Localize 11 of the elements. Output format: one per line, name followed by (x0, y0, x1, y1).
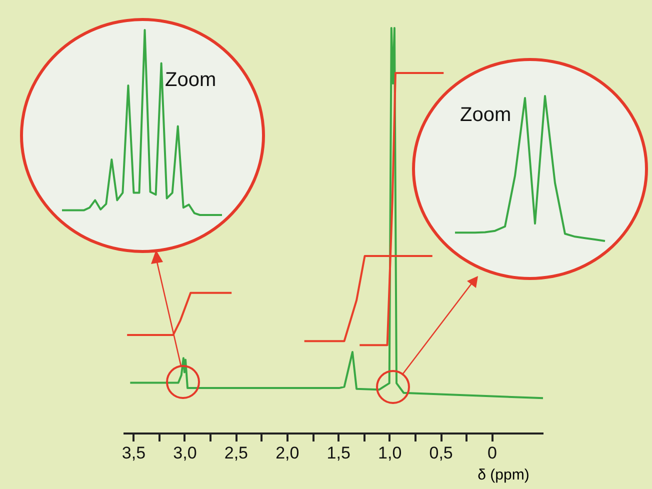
x-tick-label: 1,5 (326, 444, 350, 462)
x-tick-label: 1,0 (378, 444, 402, 462)
x-tick-label: 0,5 (429, 444, 453, 462)
x-tick-label: 2,5 (224, 444, 248, 462)
x-tick-label: 2,0 (276, 444, 300, 462)
annotation: Zoom (460, 104, 512, 126)
x-axis-title: δ (ppm) (478, 466, 530, 484)
x-tick-label: 3,0 (173, 444, 197, 462)
x-tick-label: 0 (488, 444, 498, 462)
x-tick-label: 3,5 (122, 444, 146, 462)
annotation: Zoom (165, 69, 216, 91)
